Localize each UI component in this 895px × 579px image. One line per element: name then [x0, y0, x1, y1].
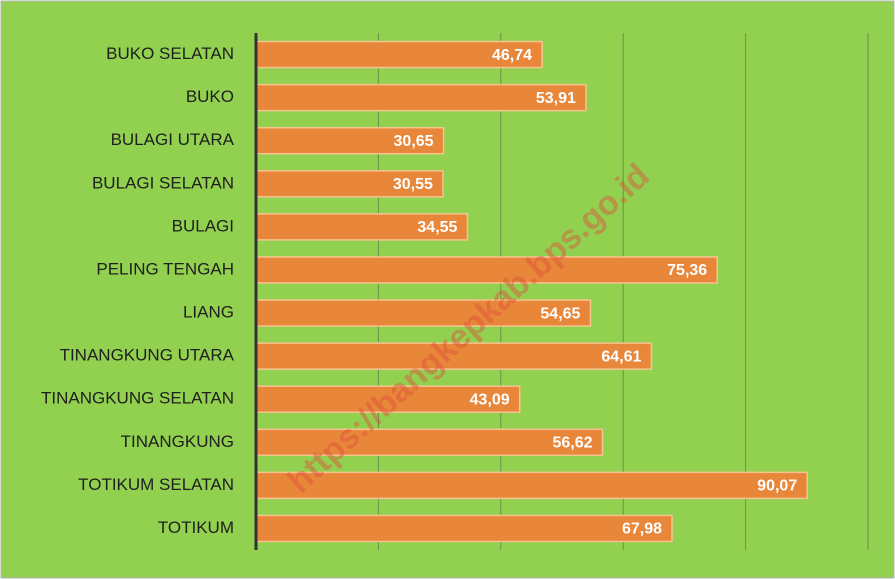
y-tick-label: TOTIKUM — [158, 518, 234, 537]
y-tick-label: BULAGI UTARA — [111, 130, 235, 149]
bar — [255, 428, 604, 457]
value-label: 53,91 — [536, 90, 576, 107]
value-label: 30,65 — [394, 133, 434, 150]
y-tick-label: LIANG — [183, 303, 234, 322]
value-label: 30,55 — [393, 176, 433, 193]
bar — [255, 385, 521, 413]
y-tick-label: BULAGI SELATAN — [92, 173, 234, 192]
bar — [255, 126, 445, 155]
value-label: 67,98 — [622, 521, 662, 538]
value-label: 56,62 — [552, 435, 592, 452]
y-tick-label: BUKO SELATAN — [106, 44, 234, 63]
y-tick-label: BUKO — [186, 87, 234, 106]
value-label: 75,36 — [667, 262, 707, 279]
y-tick-label: TINANGKUNG UTARA — [60, 346, 235, 365]
value-label: 54,65 — [540, 305, 580, 322]
y-tick-label: TINANGKUNG SELATAN — [41, 389, 234, 408]
y-tick-label: TOTIKUM SELATAN — [78, 475, 234, 494]
y-tick-label: TINANGKUNG — [121, 432, 234, 451]
value-label: 64,61 — [601, 348, 641, 365]
value-label: 43,09 — [470, 391, 510, 408]
bar — [255, 342, 653, 370]
bar — [255, 514, 673, 543]
y-tick-label: BULAGI — [172, 216, 234, 235]
value-label: 34,55 — [417, 219, 457, 236]
bar — [255, 83, 587, 112]
value-label: 46,74 — [492, 47, 532, 64]
bar — [255, 471, 808, 500]
y-tick-label: PELING TENGAH — [96, 259, 234, 278]
value-label: 90,07 — [757, 478, 797, 495]
bar — [255, 256, 718, 284]
bar — [255, 299, 592, 327]
bar — [255, 213, 469, 241]
bar — [255, 170, 444, 198]
